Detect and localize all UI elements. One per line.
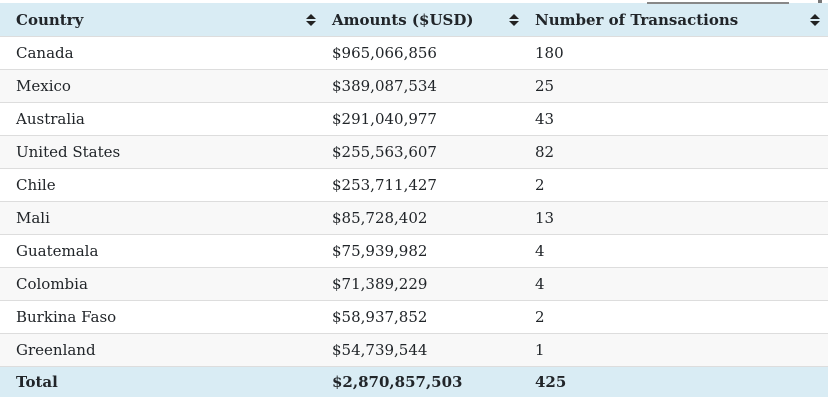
cell-transactions: 13 [527, 201, 828, 235]
cell-country: Mexico [0, 69, 324, 103]
cell-transactions: 25 [527, 69, 828, 103]
cell-country: Mali [0, 201, 324, 235]
cell-transactions: 4 [527, 234, 828, 268]
table-row: Mexico $389,087,534 25 [0, 69, 828, 103]
cutoff-overlay-fragment-small [818, 0, 822, 3]
cutoff-overlay-fragment [647, 0, 789, 4]
table-row: Greenland $54,739,544 1 [0, 333, 828, 367]
cell-country: United States [0, 135, 324, 169]
column-header-amounts[interactable]: Amounts ($USD) [324, 3, 527, 37]
table-body: Canada $965,066,856 180 Mexico $389,087,… [0, 36, 828, 367]
column-header-amounts-label: Amounts ($USD) [332, 10, 474, 29]
country-transactions-table: Country Amounts ($USD) Number of Transac… [0, 3, 828, 397]
table-row: Burkina Faso $58,937,852 2 [0, 300, 828, 334]
sort-icon[interactable] [810, 13, 820, 26]
total-transactions: 425 [527, 366, 828, 397]
cell-amount: $253,711,427 [324, 168, 527, 202]
cell-country: Greenland [0, 333, 324, 367]
cell-amount: $965,066,856 [324, 36, 527, 70]
table-row: Mali $85,728,402 13 [0, 201, 828, 235]
cell-country: Chile [0, 168, 324, 202]
cell-country: Guatemala [0, 234, 324, 268]
cell-amount: $58,937,852 [324, 300, 527, 334]
sort-icon[interactable] [509, 13, 519, 26]
cell-transactions: 2 [527, 300, 828, 334]
table-row: Colombia $71,389,229 4 [0, 267, 828, 301]
total-amount: $2,870,857,503 [324, 366, 527, 397]
cell-amount: $75,939,982 [324, 234, 527, 268]
cell-transactions: 4 [527, 267, 828, 301]
column-header-transactions-label: Number of Transactions [535, 10, 739, 29]
cell-transactions: 82 [527, 135, 828, 169]
cell-country: Burkina Faso [0, 300, 324, 334]
column-header-country-label: Country [16, 10, 84, 29]
cell-country: Australia [0, 102, 324, 136]
cell-amount: $255,563,607 [324, 135, 527, 169]
cell-amount: $389,087,534 [324, 69, 527, 103]
cell-amount: $71,389,229 [324, 267, 527, 301]
cell-transactions: 43 [527, 102, 828, 136]
total-label: Total [0, 366, 324, 397]
table-footer: Total $2,870,857,503 425 [0, 366, 828, 397]
cell-country: Colombia [0, 267, 324, 301]
cell-amount: $54,739,544 [324, 333, 527, 367]
cell-amount: $291,040,977 [324, 102, 527, 136]
table-row: United States $255,563,607 82 [0, 135, 828, 169]
table-row: Australia $291,040,977 43 [0, 102, 828, 136]
column-header-country[interactable]: Country [0, 3, 324, 37]
table-row: Guatemala $75,939,982 4 [0, 234, 828, 268]
column-header-transactions[interactable]: Number of Transactions [527, 3, 828, 37]
cell-transactions: 1 [527, 333, 828, 367]
table-header: Country Amounts ($USD) Number of Transac… [0, 3, 828, 37]
cell-country: Canada [0, 36, 324, 70]
cell-amount: $85,728,402 [324, 201, 527, 235]
table-row: Canada $965,066,856 180 [0, 36, 828, 70]
table-row: Chile $253,711,427 2 [0, 168, 828, 202]
sort-icon[interactable] [306, 13, 316, 26]
cell-transactions: 2 [527, 168, 828, 202]
total-row: Total $2,870,857,503 425 [0, 366, 828, 397]
cell-transactions: 180 [527, 36, 828, 70]
